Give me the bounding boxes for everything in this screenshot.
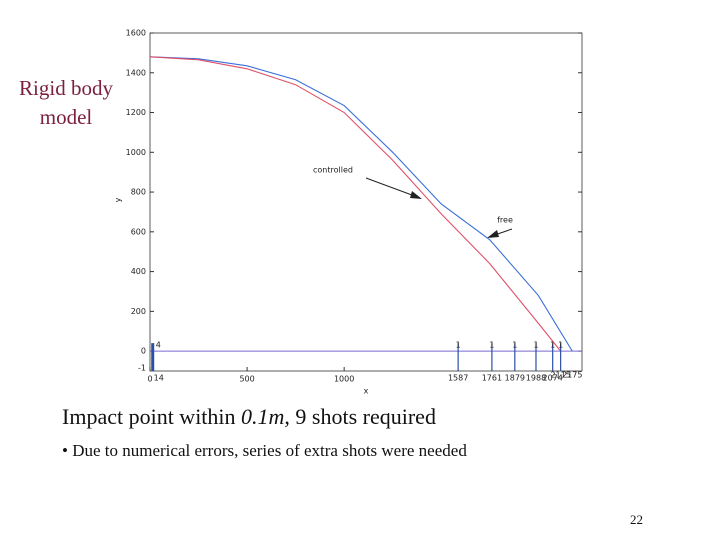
impact-count: 1 — [489, 341, 494, 350]
annotation: controlled — [313, 166, 353, 175]
impact-count: 1 — [456, 341, 461, 350]
y-tick-label: 0 — [141, 347, 146, 356]
y-axis-label: y — [114, 197, 123, 202]
series-line — [149, 56, 562, 352]
impact-count: 1 — [512, 341, 517, 350]
impact-x-label: 1761 — [482, 374, 502, 383]
arrow-head — [410, 191, 422, 199]
y-tick-label: 800 — [131, 188, 146, 197]
impact-count: 4 — [156, 341, 161, 350]
y-tick-label: 600 — [131, 227, 146, 236]
impact-count: 1 — [533, 341, 538, 350]
caption-text: Impact point within — [62, 404, 242, 429]
caption: Impact point within 0.1m, 9 shots requir… — [62, 404, 436, 430]
x-tick-label: 0 — [147, 375, 152, 384]
impact-count: 1 — [550, 341, 555, 350]
bullet-text: Due to numerical errors, series of extra… — [72, 441, 467, 460]
impact-x-label: 1988 — [526, 374, 546, 383]
y-tick-label: 400 — [131, 267, 146, 276]
y-tick-label: -1 — [138, 364, 146, 373]
impact-x-label: 2074 — [543, 374, 563, 383]
impact-x-label: 1879 — [505, 374, 525, 383]
y-tick-label: 1600 — [126, 29, 146, 38]
annotation: free — [497, 216, 513, 225]
x-tick-label: 500 — [239, 375, 254, 384]
y-tick-label: 1000 — [126, 148, 146, 157]
impact-x-label: 2175 — [562, 371, 582, 380]
caption-text: , 9 shots required — [284, 404, 436, 429]
y-tick-label: 1200 — [126, 108, 146, 117]
caption-emphasis: 0.1m — [241, 404, 285, 429]
series-line — [149, 56, 573, 352]
impact-x-label: 1587 — [448, 374, 468, 383]
impact-x-label: 14 — [154, 374, 164, 383]
bullet: • Due to numerical errors, series of ext… — [62, 441, 467, 460]
plot-frame — [149, 32, 583, 372]
x-tick-label: 1000 — [334, 375, 354, 384]
y-tick-label: 200 — [131, 307, 146, 316]
y-tick-label: 1400 — [126, 68, 146, 77]
arrow-head — [487, 230, 499, 238]
impact-x-label: 2115 — [550, 371, 570, 380]
x-axis-label: x — [364, 387, 369, 396]
side-label: Rigid body model — [19, 76, 113, 129]
impact-count: 1 — [558, 341, 563, 350]
page-number: 22 — [630, 512, 643, 527]
